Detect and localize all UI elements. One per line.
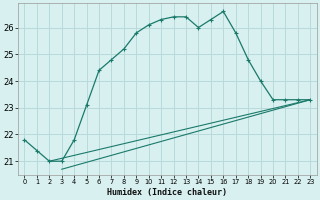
X-axis label: Humidex (Indice chaleur): Humidex (Indice chaleur) — [108, 188, 228, 197]
